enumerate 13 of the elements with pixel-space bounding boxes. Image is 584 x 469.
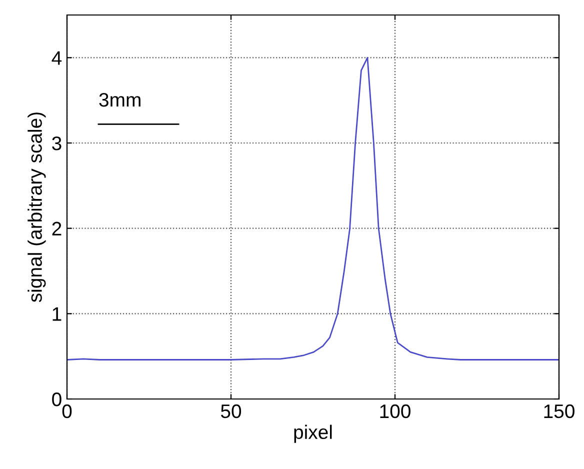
annotation: 3mm [99,92,140,107]
line-series [67,56,559,360]
y-tick-label: 4 [52,51,62,65]
x-tick-label: 50 [220,404,242,418]
x-axis-title: pixel [294,424,332,443]
y-tick-label: 2 [52,222,62,236]
y-tick-label: 1 [52,307,62,321]
x-tick-label: 100 [380,404,410,418]
x-tick-label: 150 [544,404,574,418]
y-tick-label: 3 [52,136,62,150]
y-axis-title: signal (arbitrary scale) [28,112,46,302]
y-tick-label: 0 [52,392,62,406]
x-tick-label: 0 [62,404,72,418]
